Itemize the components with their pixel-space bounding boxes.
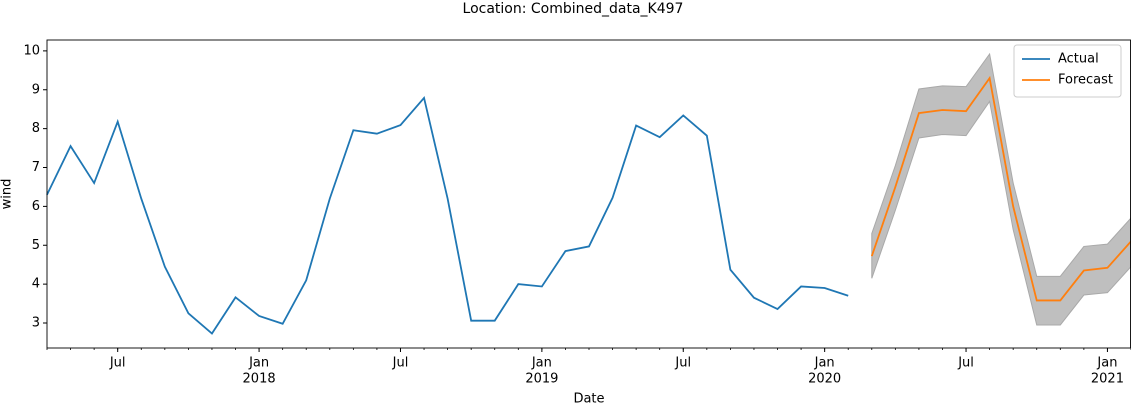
x-tick-label: Jul	[674, 356, 691, 371]
x-tick-label: Jul	[392, 356, 409, 371]
x-axis-label: Date	[573, 392, 604, 407]
x-tick-label: Jan	[1096, 356, 1117, 371]
x-tick-year: 2019	[525, 372, 558, 387]
y-tick-label: 7	[32, 160, 40, 175]
y-tick-label: 9	[32, 82, 40, 97]
confidence-band	[871, 52, 1131, 326]
y-tick-label: 3	[32, 316, 40, 331]
y-tick-label: 5	[32, 238, 40, 253]
x-tick-label: Jul	[957, 356, 974, 371]
x-tick-label: Jan	[248, 356, 269, 371]
y-tick-label: 10	[23, 43, 40, 58]
y-tick-label: 4	[32, 277, 40, 292]
y-tick-label: 6	[32, 199, 40, 214]
chart-title: Location: Combined_data_K497	[463, 1, 684, 17]
x-tick-year: 2020	[808, 372, 841, 387]
x-tick-year: 2018	[243, 372, 276, 387]
legend-label: Actual	[1058, 52, 1099, 67]
y-tick-label: 8	[32, 121, 40, 136]
x-tick-year: 2021	[1091, 372, 1124, 387]
x-tick-label: Jan	[814, 356, 835, 371]
x-tick-label: Jul	[109, 356, 126, 371]
legend-label: Forecast	[1058, 73, 1113, 88]
line	[46, 95, 849, 335]
legend-box	[1013, 44, 1122, 98]
x-tick-label: Jan	[531, 356, 552, 371]
y-axis-label: wind	[0, 179, 15, 210]
line	[870, 75, 1131, 302]
